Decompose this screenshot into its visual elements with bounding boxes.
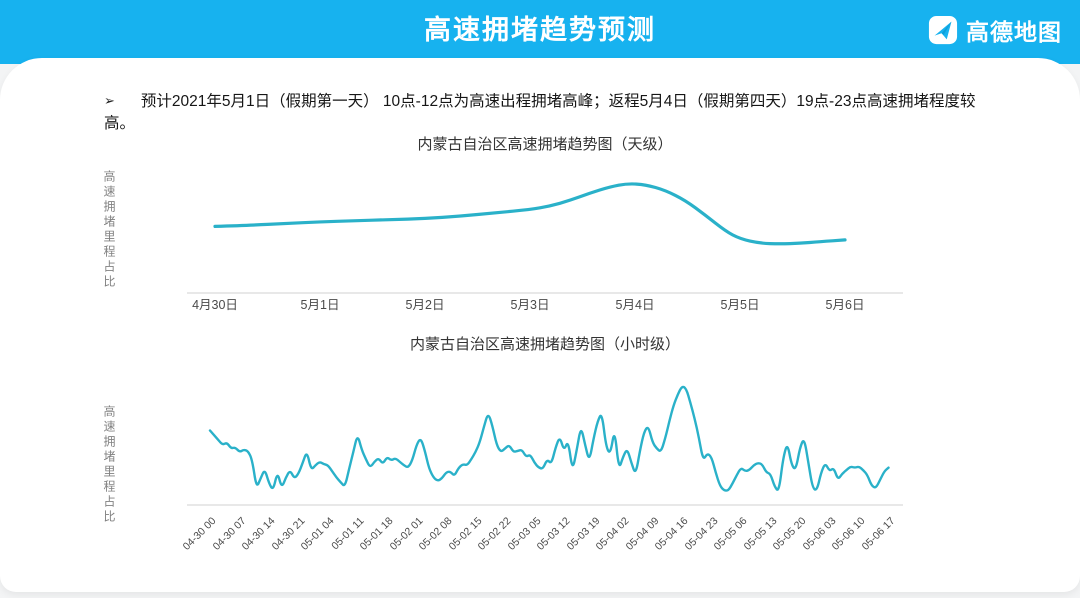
x-tick-label: 4月30日 xyxy=(192,298,238,312)
brand-logo: 高德地图 xyxy=(928,0,1062,60)
hourly-chart-svg xyxy=(187,385,903,506)
page-title: 高速拥堵趋势预测 xyxy=(424,15,656,45)
x-tick-label: 5月2日 xyxy=(405,298,445,312)
content-card xyxy=(0,58,1080,592)
x-tick-label: 5月5日 xyxy=(720,298,760,312)
daily-x-tick-labels: 4月30日 5月1日 5月2日 5月3日 5月4日 5月5日 5月6日 xyxy=(185,294,905,314)
hourly-chart-title: 内蒙古自治区高速拥堵趋势图（小时级） xyxy=(409,336,680,353)
daily-chart-svg xyxy=(187,182,903,294)
daily-y-axis-label: 高速拥堵里程占比 xyxy=(102,170,116,290)
x-tick-label: 5月3日 xyxy=(510,298,550,312)
daily-chart-title: 内蒙古自治区高速拥堵趋势图（天级） xyxy=(417,136,673,153)
brand-name: 高德地图 xyxy=(966,19,1062,45)
summary-text: 预计2021年5月1日（假期第一天） 10点-12点为高速出程拥堵高峰；返程5月… xyxy=(104,93,976,132)
amap-logo-icon xyxy=(928,15,958,45)
x-tick-label: 5月1日 xyxy=(300,298,340,312)
hourly-x-tick-labels: 04-30 00 04-30 07 04-30 14 04-30 21 05-01 04… xyxy=(181,507,905,592)
x-tick-label: 05-06 17 xyxy=(859,515,897,553)
hourly-y-axis-label: 高速拥堵里程占比 xyxy=(102,405,116,525)
trend-line xyxy=(213,182,847,246)
header-bar xyxy=(0,0,1080,64)
trend-line xyxy=(208,385,890,492)
bullet-arrow-icon: ➢ xyxy=(104,93,115,108)
x-tick-label: 5月6日 xyxy=(825,298,865,312)
x-tick-label: 5月4日 xyxy=(615,298,655,312)
summary-row: ➢ 预计2021年5月1日（假期第一天） 10点-12点为高速出程拥堵高峰；返程5… xyxy=(104,89,1004,133)
